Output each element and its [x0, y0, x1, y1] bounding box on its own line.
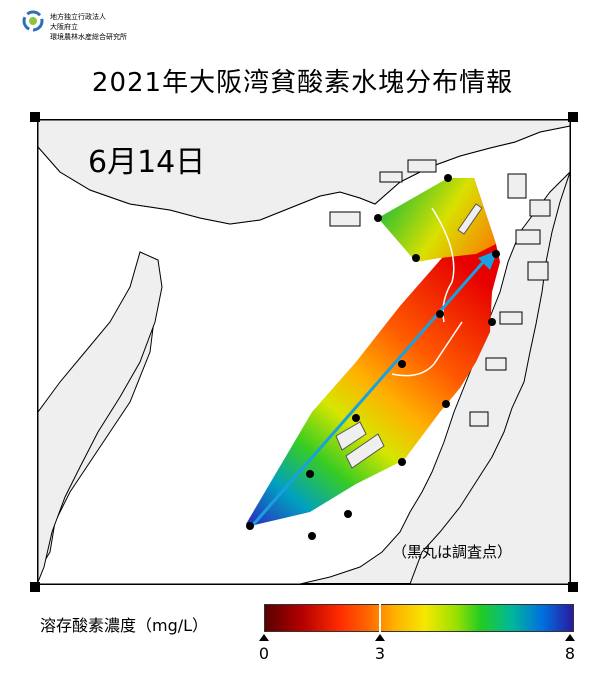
- survey-point: [308, 532, 316, 540]
- survey-point: [246, 522, 254, 530]
- tick-label-8: 8: [564, 644, 576, 663]
- org-line-2: 大阪府立: [50, 23, 78, 31]
- eastern-coast: [409, 171, 570, 584]
- survey-point: [492, 250, 500, 258]
- survey-point: [436, 310, 444, 318]
- colorbar: [264, 604, 574, 632]
- organization-name: 地方独立行政法人 大阪府立 環境農林水産総合研究所: [50, 12, 127, 42]
- page-title: 2021年大阪湾貧酸素水塊分布情報: [91, 68, 514, 98]
- do-distribution-north: [378, 178, 496, 262]
- survey-point: [398, 360, 406, 368]
- organization-logo: 地方独立行政法人 大阪府立 環境農林水産総合研究所: [22, 10, 162, 44]
- osaka-bay-map: [30, 112, 578, 592]
- survey-point: [374, 214, 382, 222]
- tick-label-3: 3: [374, 644, 386, 663]
- survey-point: [306, 470, 314, 478]
- survey-point: [442, 400, 450, 408]
- transect-arrow: [250, 259, 487, 527]
- survey-points: [246, 174, 500, 540]
- harbor-piers: [329, 159, 551, 427]
- awaji-island: [38, 251, 163, 583]
- org-line-1: 地方独立行政法人: [50, 13, 106, 21]
- tick-marker-icon: [259, 634, 269, 641]
- survey-point: [412, 254, 420, 262]
- reclaimed-islands: [335, 203, 483, 469]
- northern-coast: [38, 120, 570, 225]
- colorbar-label: 溶存酸素濃度（mg/L）: [40, 616, 209, 635]
- do-distribution-south: [246, 178, 500, 526]
- survey-point: [444, 174, 452, 182]
- survey-date: 6月14日: [88, 145, 206, 180]
- survey-point: [398, 458, 406, 466]
- survey-point: [344, 510, 352, 518]
- survey-point: [488, 318, 496, 326]
- threshold-marker: [379, 604, 381, 632]
- survey-point: [352, 414, 360, 422]
- tick-marker-icon: [375, 634, 385, 641]
- frame-ticks: [30, 112, 578, 592]
- org-line-3: 環境農林水産総合研究所: [50, 33, 127, 41]
- tick-label-0: 0: [258, 644, 270, 663]
- legend-note: （黒丸は調査点）: [392, 543, 513, 561]
- logo-mark-icon: [22, 10, 44, 32]
- tick-marker-icon: [565, 634, 575, 641]
